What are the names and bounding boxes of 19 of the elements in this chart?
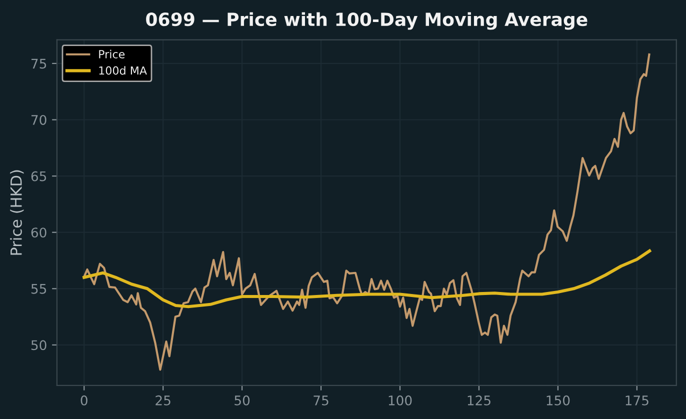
y-tick-label: 65 xyxy=(31,171,46,182)
x-tick-label: 100 xyxy=(388,395,412,406)
x-tick-label: 75 xyxy=(314,396,328,406)
y-tick-label: 55 xyxy=(31,284,46,294)
y-tick-label: 70 xyxy=(32,114,46,125)
x-tick-label: 125 xyxy=(468,395,490,406)
legend-label: 100d MA xyxy=(99,66,147,75)
line-series xyxy=(82,249,652,308)
y-tick-label: 50 xyxy=(31,340,46,350)
legend-label: Price xyxy=(99,50,125,58)
x-tick-label: 175 xyxy=(626,396,648,406)
chart-title: 0699 — Price with 100-Day Moving Average xyxy=(146,12,588,30)
y-axis-title: Price (HKD) xyxy=(10,170,24,255)
x-tick-label: 25 xyxy=(156,395,170,406)
x-tick-label: 150 xyxy=(546,395,570,406)
y-tick-label: 75 xyxy=(32,58,46,69)
x-tick-label: 0 xyxy=(80,395,88,406)
y-tick-label: 60 xyxy=(31,228,46,238)
x-tick-label: 50 xyxy=(234,395,250,406)
